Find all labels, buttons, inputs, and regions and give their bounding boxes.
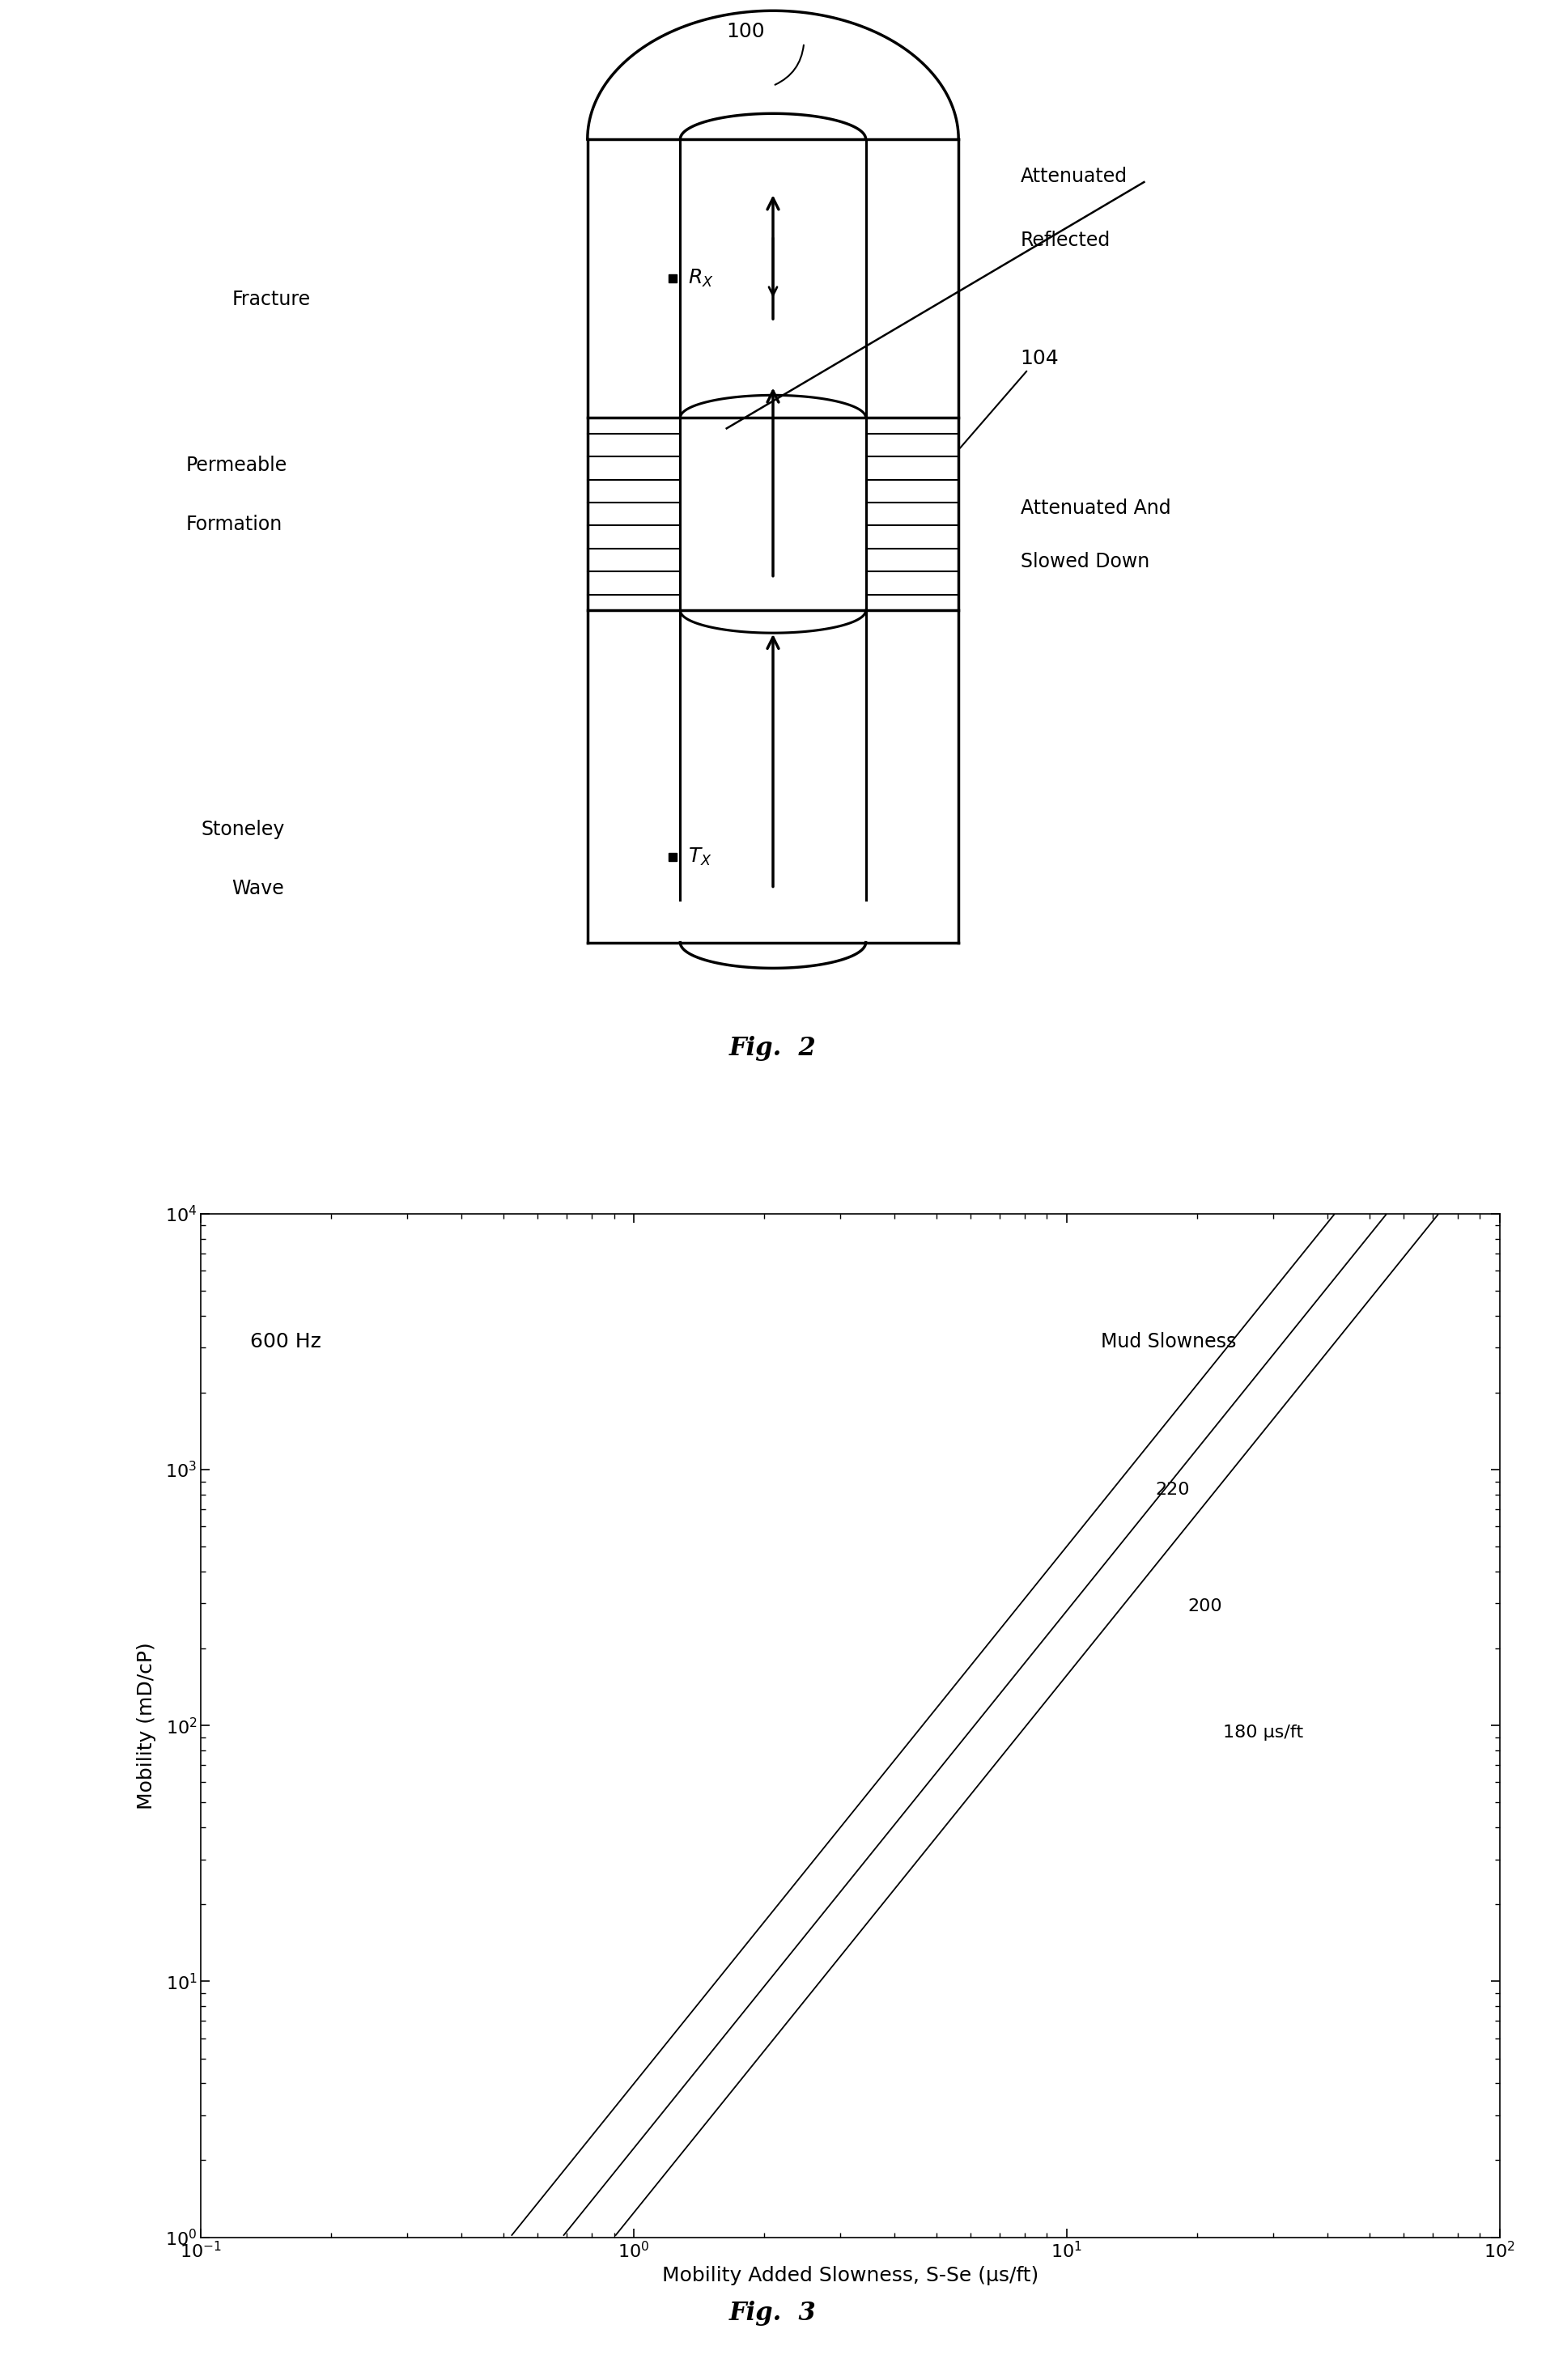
Text: 100: 100	[727, 21, 765, 40]
Text: 600 Hz: 600 Hz	[250, 1333, 322, 1352]
Text: Wave: Wave	[232, 878, 284, 897]
Text: Mud Slowness: Mud Slowness	[1101, 1333, 1237, 1352]
Text: Permeable: Permeable	[186, 457, 288, 476]
Text: 200: 200	[1187, 1597, 1221, 1614]
Text: Attenuated: Attenuated	[1020, 167, 1127, 186]
Text: Reflected: Reflected	[1020, 231, 1110, 250]
Text: Attenuated And: Attenuated And	[1020, 500, 1170, 519]
Text: 104: 104	[1020, 350, 1059, 369]
Y-axis label: Mobility (mD/cP): Mobility (mD/cP)	[136, 1642, 156, 1809]
Text: Formation: Formation	[186, 514, 281, 533]
Text: Fracture: Fracture	[232, 290, 311, 309]
Text: Slowed Down: Slowed Down	[1020, 552, 1149, 571]
Text: Stoneley: Stoneley	[201, 821, 284, 840]
Text: 180 μs/ft: 180 μs/ft	[1223, 1723, 1303, 1740]
Text: $R_X$: $R_X$	[688, 269, 714, 288]
Text: 220: 220	[1155, 1480, 1189, 1497]
X-axis label: Mobility Added Slowness, S-Se (μs/ft): Mobility Added Slowness, S-Se (μs/ft)	[662, 2266, 1039, 2285]
Text: Fig.  2: Fig. 2	[730, 1035, 816, 1061]
Text: $T_X$: $T_X$	[688, 847, 711, 866]
Text: Fig.  3: Fig. 3	[730, 2301, 816, 2325]
